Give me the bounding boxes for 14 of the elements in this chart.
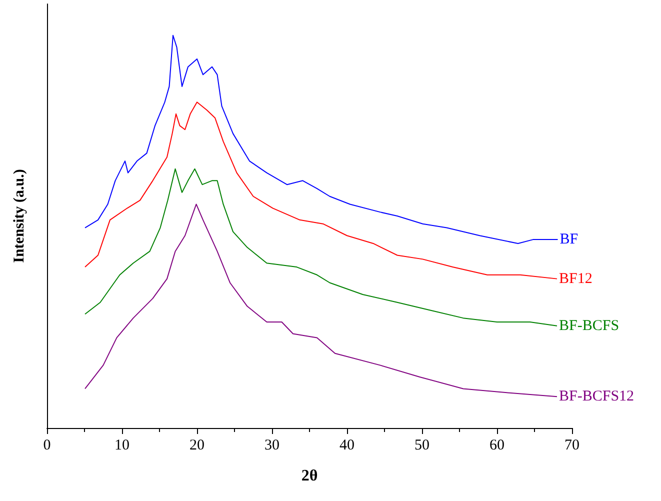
x-tick-label: 20: [190, 438, 204, 454]
x-tick-label: 40: [340, 438, 354, 454]
series-label: BF-BCFS12: [559, 388, 634, 405]
series-label: BF: [560, 232, 578, 248]
series-label: BF12: [559, 270, 592, 287]
x-tick-label: 10: [114, 438, 130, 454]
y-axis-title: Intensity (a.u.): [12, 169, 28, 263]
x-tick-label: 60: [490, 438, 504, 454]
x-tick-label: 50: [414, 438, 430, 454]
x-axis-title: 2θ: [301, 468, 318, 484]
series-label: BF-BCFS: [559, 318, 620, 334]
x-tick-label: 30: [264, 438, 280, 454]
x-tick-label: 70: [564, 438, 580, 454]
x-tick-label: 0: [43, 438, 51, 454]
